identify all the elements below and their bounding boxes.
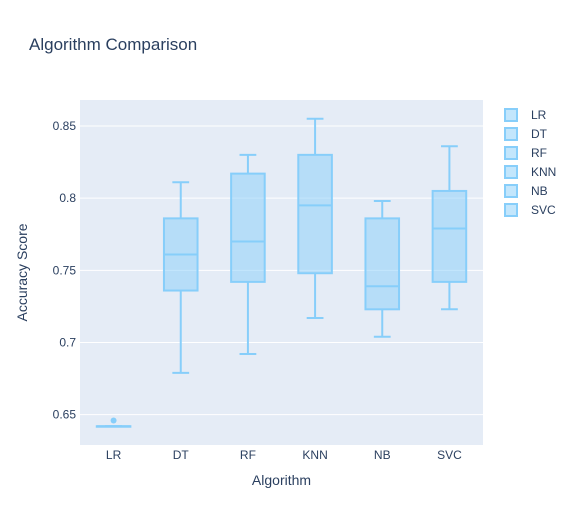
y-tick-label: 0.7 bbox=[59, 336, 76, 350]
legend-swatch bbox=[504, 108, 518, 122]
x-axis-ticks: LR DT RF KNN NB SVC bbox=[106, 448, 462, 462]
outlier-point bbox=[110, 417, 117, 424]
x-axis-title: Algorithm bbox=[252, 472, 311, 488]
box-iqr bbox=[297, 153, 333, 275]
box-nb bbox=[364, 200, 401, 338]
legend-label: RF bbox=[531, 146, 547, 160]
legend-item-rf[interactable]: RF bbox=[504, 146, 547, 160]
box-dt bbox=[162, 181, 199, 374]
y-axis-title: Accuracy Score bbox=[14, 223, 30, 321]
y-axis-ticks: 0.65 0.7 0.75 0.8 0.85 bbox=[53, 119, 77, 422]
box-iqr bbox=[431, 189, 468, 283]
legend-swatch bbox=[504, 165, 518, 179]
legend-swatch bbox=[504, 146, 518, 160]
legend-item-svc[interactable]: SVC bbox=[504, 203, 556, 217]
legend-item-lr[interactable]: LR bbox=[504, 108, 547, 122]
plot-area bbox=[80, 100, 483, 445]
legend-label: SVC bbox=[531, 203, 556, 217]
chart-title: Algorithm Comparison bbox=[29, 35, 197, 54]
boxes bbox=[95, 117, 468, 428]
box-rf bbox=[230, 153, 266, 356]
legend-swatch bbox=[504, 203, 518, 217]
box-iqr bbox=[230, 172, 266, 283]
legend-swatch bbox=[504, 127, 518, 141]
y-tick-label: 0.8 bbox=[59, 191, 76, 205]
box-knn bbox=[297, 117, 333, 319]
legend-item-dt[interactable]: DT bbox=[504, 127, 548, 141]
y-tick-label: 0.75 bbox=[53, 263, 77, 277]
box-lr bbox=[95, 417, 132, 428]
legend-label: NB bbox=[531, 184, 548, 198]
legend-item-knn[interactable]: KNN bbox=[504, 165, 556, 179]
legend-label: DT bbox=[531, 127, 548, 141]
x-tick-label: SVC bbox=[437, 448, 462, 462]
legend-swatch bbox=[504, 184, 518, 198]
legend-label: LR bbox=[531, 108, 547, 122]
y-tick-label: 0.65 bbox=[53, 408, 77, 422]
gridlines bbox=[80, 125, 483, 416]
legend-label: KNN bbox=[531, 165, 556, 179]
y-tick-label: 0.85 bbox=[53, 119, 77, 133]
x-tick-label: NB bbox=[374, 448, 391, 462]
box-svc bbox=[431, 145, 468, 311]
box-iqr bbox=[364, 217, 401, 311]
legend[interactable]: LR DT RF KNN NB SVC bbox=[504, 108, 556, 217]
x-tick-label: RF bbox=[240, 448, 256, 462]
x-tick-label: DT bbox=[173, 448, 190, 462]
x-tick-label: LR bbox=[106, 448, 122, 462]
x-tick-label: KNN bbox=[302, 448, 327, 462]
legend-item-nb[interactable]: NB bbox=[504, 184, 548, 198]
